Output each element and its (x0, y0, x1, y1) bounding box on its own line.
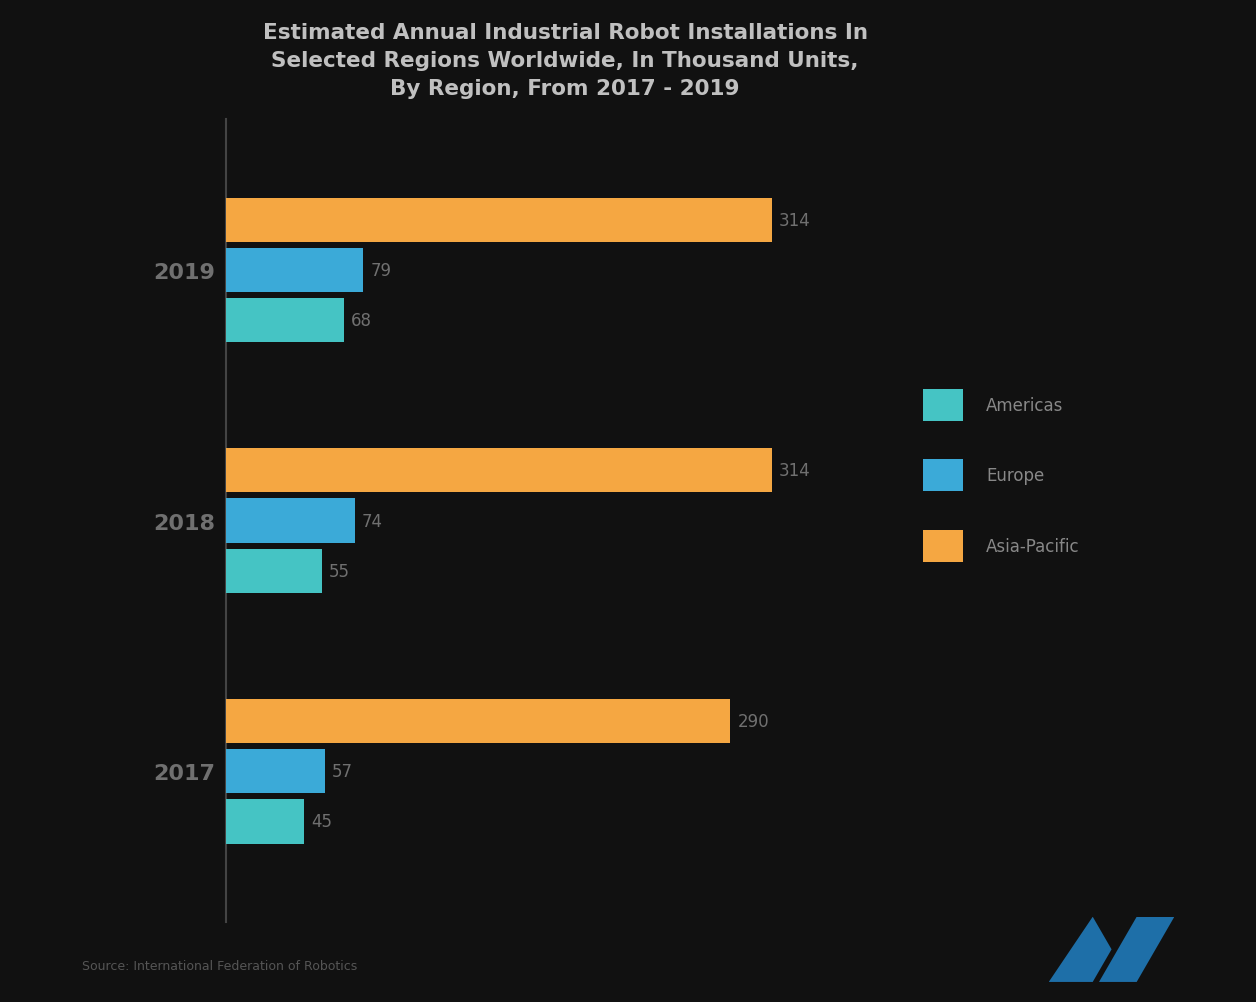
Text: 68: 68 (352, 312, 372, 330)
Text: 290: 290 (737, 712, 769, 730)
Text: 57: 57 (332, 763, 353, 781)
Text: Asia-Pacific: Asia-Pacific (986, 537, 1080, 555)
Text: 45: 45 (311, 813, 333, 831)
Text: Source: International Federation of Robotics: Source: International Federation of Robo… (82, 959, 357, 972)
Bar (226, 749, 325, 794)
Bar (226, 800, 304, 844)
Text: Americas: Americas (986, 397, 1064, 415)
Bar (226, 299, 344, 343)
Title: Estimated Annual Industrial Robot Installations In
Selected Regions Worldwide, I: Estimated Annual Industrial Robot Instal… (263, 23, 868, 99)
Text: Europe: Europe (986, 467, 1044, 485)
Bar (226, 499, 354, 543)
Text: 74: 74 (362, 512, 383, 530)
Bar (226, 699, 731, 743)
Bar (226, 248, 363, 293)
Polygon shape (1049, 917, 1112, 982)
Text: 79: 79 (371, 262, 392, 280)
Polygon shape (1099, 917, 1174, 982)
Text: 55: 55 (329, 562, 349, 580)
Bar (226, 449, 772, 493)
Bar (226, 549, 322, 593)
Bar (226, 198, 772, 242)
Text: 314: 314 (779, 462, 811, 480)
Text: 314: 314 (779, 211, 811, 229)
